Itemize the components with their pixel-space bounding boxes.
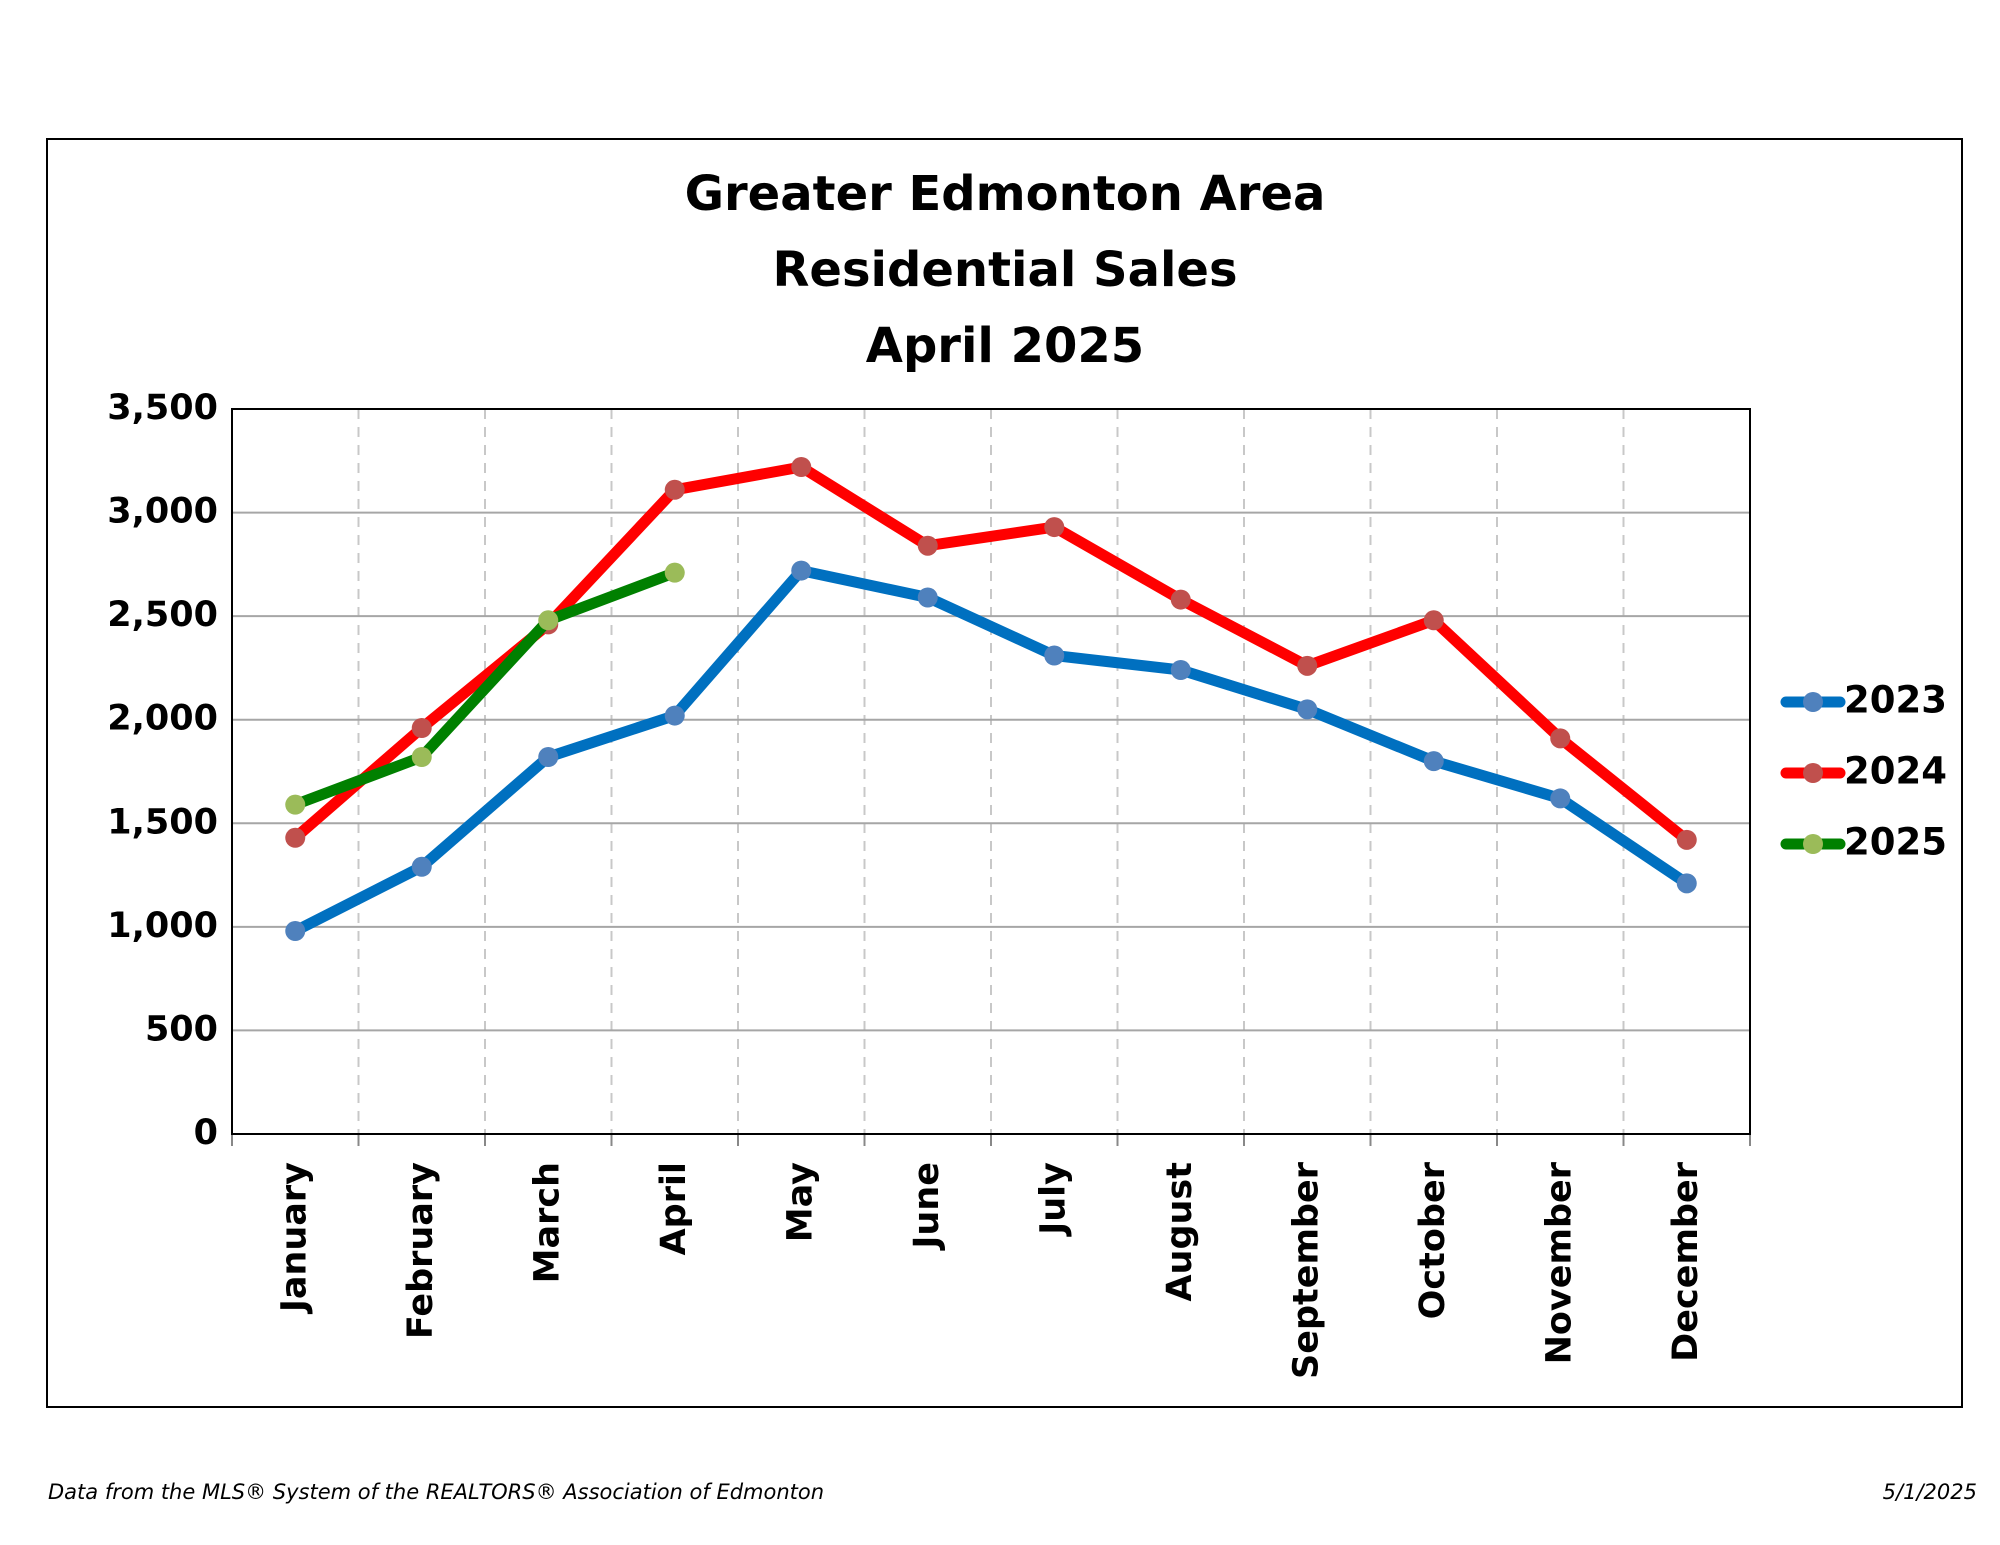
data-point: [1297, 655, 1318, 676]
data-point: [791, 457, 812, 477]
data-point: [538, 747, 559, 767]
x-tick-label: January: [274, 1162, 314, 1314]
data-point: [1044, 645, 1065, 666]
y-tick-label: 1,500: [107, 802, 218, 842]
x-tick-label: October: [1413, 1161, 1453, 1319]
data-point: [1676, 873, 1697, 894]
data-point: [1423, 610, 1444, 631]
y-tick-label: 3,500: [107, 388, 218, 428]
chart-title: Greater Edmonton Area: [685, 166, 1326, 222]
y-tick-label: 1,000: [107, 906, 218, 946]
series-line: [293, 567, 677, 810]
data-point: [664, 705, 685, 726]
legend-label: 2024: [1844, 750, 1947, 793]
y-tick-label: 2,000: [107, 699, 218, 739]
legend-label: 2023: [1844, 679, 1947, 722]
data-point: [1423, 751, 1444, 772]
chart-title: Residential Sales: [772, 242, 1237, 298]
source-note: Data from the MLS® System of the REALTOR…: [48, 1480, 824, 1504]
x-tick-label: May: [780, 1162, 820, 1242]
series-line: [292, 565, 1690, 936]
data-point: [917, 587, 938, 608]
x-tick-label: August: [1160, 1162, 1200, 1302]
data-point: [664, 479, 685, 500]
data-point: [1297, 699, 1318, 720]
y-tick-label: 3,000: [107, 492, 218, 532]
data-point: [1170, 660, 1191, 680]
data-point: [791, 560, 812, 581]
data-point: [285, 794, 306, 815]
x-tick-label: December: [1666, 1161, 1706, 1362]
data-point: [411, 718, 432, 738]
legend-marker: [1803, 692, 1823, 712]
x-tick-label: November: [1539, 1161, 1579, 1364]
data-point: [1550, 788, 1571, 809]
y-tick-label: 2,500: [107, 595, 218, 635]
legend-marker: [1803, 763, 1823, 783]
y-tick-label: 0: [194, 1113, 218, 1153]
data-point: [917, 535, 938, 556]
plot-area: [231, 408, 1751, 1135]
data-point: [285, 921, 306, 941]
data-point: [1676, 829, 1697, 850]
x-tick-label: February: [401, 1162, 441, 1339]
chart-title: April 2025: [866, 318, 1144, 374]
x-tick-label: March: [527, 1162, 567, 1283]
x-tick-label: April: [654, 1162, 694, 1255]
data-point: [411, 856, 432, 877]
data-point: [411, 747, 432, 767]
data-point: [1044, 517, 1065, 538]
data-point: [1170, 589, 1191, 610]
data-point: [664, 562, 685, 583]
x-tick-label: June: [907, 1162, 947, 1251]
legend-marker: [1803, 834, 1823, 854]
legend-label: 2025: [1844, 821, 1947, 864]
data-point: [1550, 728, 1571, 749]
data-point: [285, 827, 306, 848]
x-tick-label: September: [1286, 1161, 1326, 1379]
data-point: [538, 610, 559, 631]
y-tick-label: 500: [145, 1009, 218, 1049]
x-tick-label: July: [1033, 1162, 1073, 1237]
date-note: 5/1/2025: [1883, 1480, 1977, 1504]
